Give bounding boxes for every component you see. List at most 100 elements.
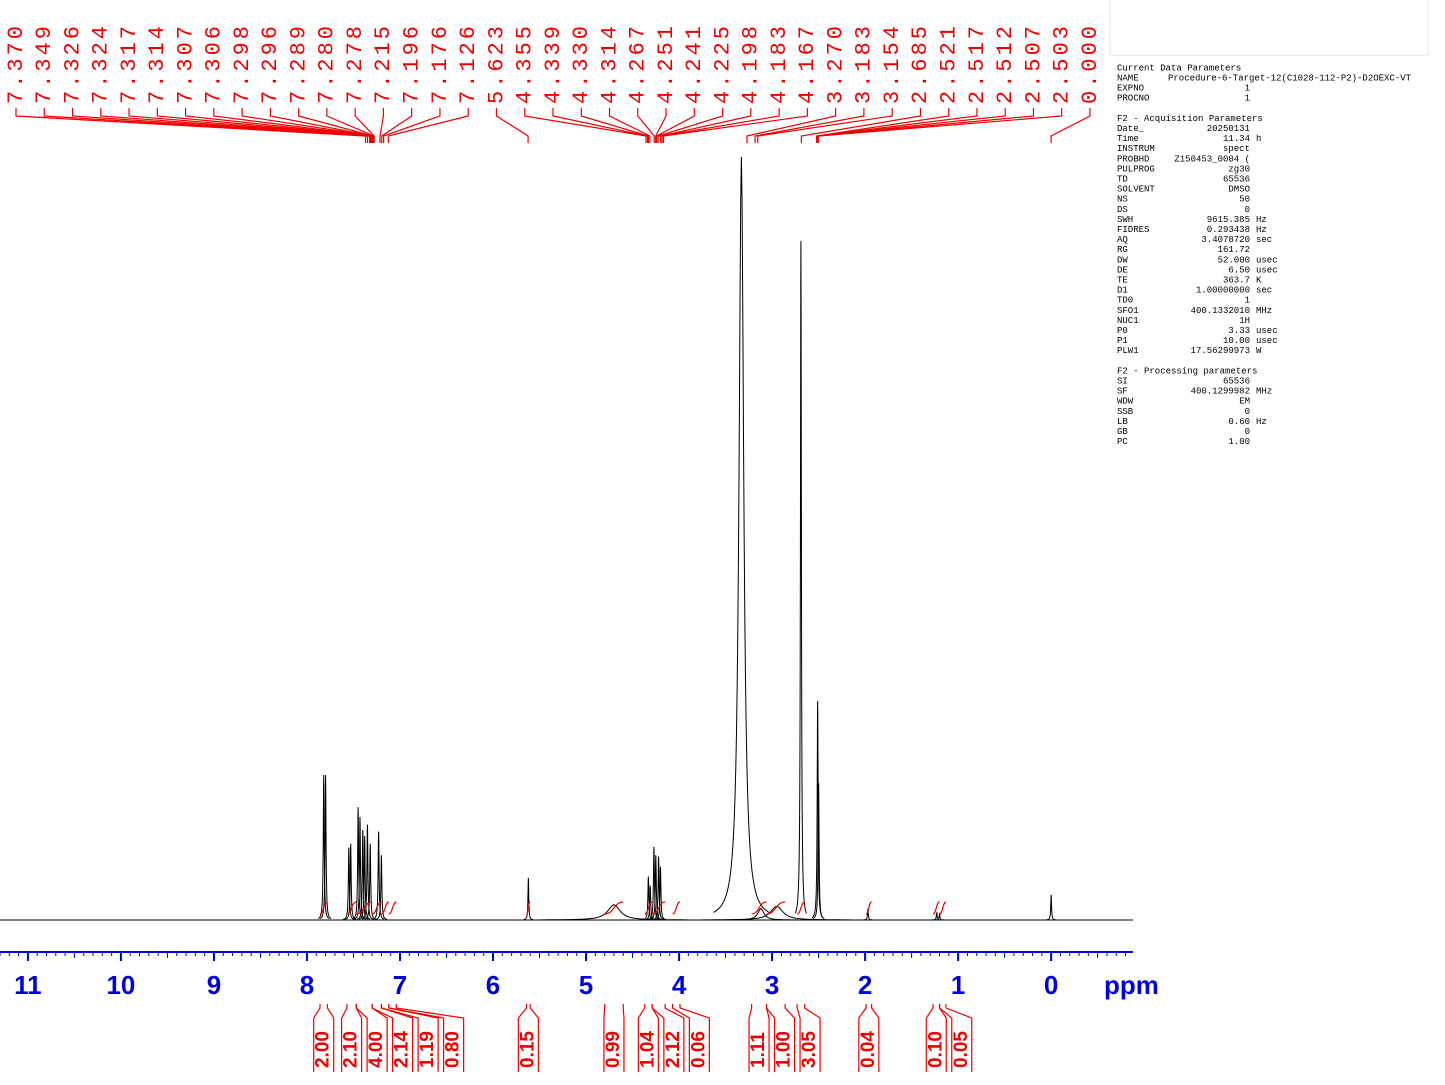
param-value: Z150453_0004 ( [1174,154,1250,164]
param-section-title: F2 - Processing parameters [1117,366,1257,376]
param-unit: usec [1256,265,1278,275]
peak-label-line [379,108,385,143]
peak-label-line [657,108,724,143]
param-name: RG [1117,245,1128,255]
peak-label: 7.298 [230,23,255,104]
param-unit: sec [1256,286,1272,296]
peak-label: 7.280 [315,23,340,104]
integral-curve [604,901,624,915]
integral-label: 3.05 [799,1031,820,1068]
peak [652,856,665,920]
param-name: TE [1117,275,1128,285]
peak-label: 7.349 [32,23,57,104]
peak [372,831,385,920]
peak-label: 7.306 [202,23,227,104]
peak-label-line [381,108,413,143]
peak [702,905,852,921]
param-value: 3.33 [1228,326,1250,336]
peak-label-line [817,108,1035,143]
param-value: 10.00 [1223,336,1250,346]
param-name: PROBHD [1117,154,1149,164]
param-value: 9615.385 [1207,215,1250,225]
param-value: spect [1223,144,1250,154]
param-name: PROCNO [1117,94,1149,104]
param-value: 0.60 [1228,417,1250,427]
peak [794,240,807,914]
integral-curve [796,901,805,915]
peak-label: 2.685 [908,23,933,104]
x-tick-label: 5 [579,970,593,1000]
param-value: 1 [1245,296,1250,306]
peak-label-line [156,108,372,143]
integral-label: 4.00 [366,1031,387,1068]
peak-label-line [637,108,655,143]
param-section-title: F2 - Acquisition Parameters [1117,114,1263,124]
param-value: zg30 [1228,164,1250,174]
peak-label: 4.167 [795,23,820,104]
peak-label: 5.623 [484,23,509,104]
peak [375,855,388,920]
peak-label-line [757,108,893,143]
param-value: 1 [1245,84,1250,94]
integral-curve [751,901,767,915]
param-unit: MHz [1256,306,1272,316]
integral-curve [865,901,872,915]
peak-label: 7.126 [456,23,481,104]
peak-label-line [524,108,647,143]
param-value: 0 [1245,407,1250,417]
param-name: D1 [1117,286,1128,296]
param-unit: Hz [1256,225,1267,235]
integral-bracket [313,1004,335,1072]
param-value: 1.00000000 [1196,286,1250,296]
peak-label: 4.355 [513,23,538,104]
x-tick-label: 3 [765,970,779,1000]
integral-label: 2.10 [341,1031,362,1068]
param-name: PLW1 [1117,346,1139,356]
param-value: 0.293438 [1207,225,1250,235]
integral-label: 2.00 [313,1031,334,1068]
peak-label: 7.176 [428,23,453,104]
param-value: EM [1239,397,1250,407]
peak-label-line [495,108,529,143]
peak-label-line [269,108,374,143]
peak-label-line [43,108,369,143]
peak-label-line [661,108,780,143]
integral-curve [388,901,397,915]
peak-label: 2.512 [993,23,1018,104]
x-tick-label: 0 [1044,970,1058,1000]
param-unit: usec [1256,255,1278,265]
peak-label: 4.267 [626,23,651,104]
peak-label-line [662,108,808,143]
param-name: DW [1117,255,1128,265]
param-value: 161.72 [1218,245,1250,255]
peak-label-line [15,108,367,143]
peak-label-line [552,108,649,143]
peak-label: 7.317 [117,23,142,104]
integral-label: 0.15 [517,1031,538,1068]
peak-label: 2.521 [936,23,961,104]
peak-label: 4.251 [654,23,679,104]
peak-label: 4.225 [710,23,735,104]
peak-label-line [656,108,695,143]
param-value: 400.1299982 [1191,387,1250,397]
peak [713,156,770,913]
peak-label-line [660,108,752,143]
peak-label: 7.314 [145,23,170,104]
param-value: 65536 [1223,174,1250,184]
peak-label-line [383,108,441,143]
param-value: 50 [1239,195,1250,205]
param-value: 3.4078720 [1201,235,1250,245]
peak [863,908,873,921]
integral-curve [319,901,328,915]
param-unit: usec [1256,326,1278,336]
integral-curve [672,901,681,915]
peak-label: 4.198 [739,23,764,104]
peak [812,782,825,920]
integral-label: 2.12 [663,1031,684,1068]
param-name: INSTRUM [1117,144,1155,154]
peak-label: 3.183 [852,23,877,104]
param-name: WDW [1117,397,1134,407]
param-name: DS [1117,205,1128,215]
param-name: GB [1117,427,1128,437]
